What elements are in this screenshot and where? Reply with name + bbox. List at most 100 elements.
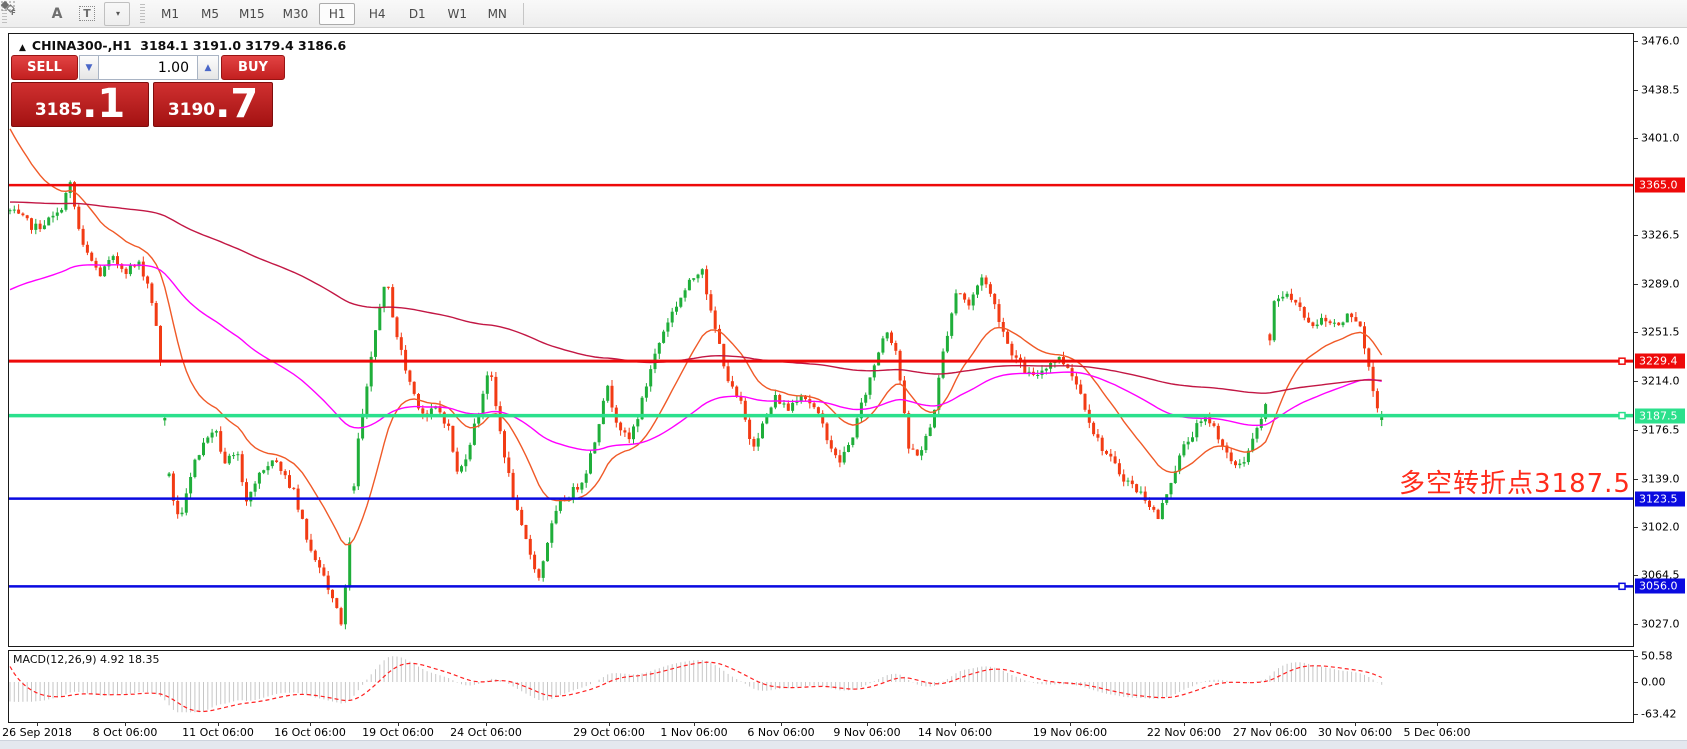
price-tick-mark <box>1634 138 1638 140</box>
timeframe-button-d1[interactable]: D1 <box>408 6 426 21</box>
bottom-scroll-strip[interactable] <box>0 740 1687 749</box>
price-axis[interactable]: 3476.0 3438.5 3401.0 3326.5 3289.0 3251.5 3214… <box>1634 33 1687 723</box>
price-level-badge: 3187.5 <box>1635 408 1685 424</box>
sell-price-fraction: .1 <box>82 81 126 127</box>
time-tick-label: 8 Oct 06:00 <box>92 726 158 739</box>
time-tick-label: 11 Oct 06:00 <box>182 726 254 739</box>
price-tick-label: 3438.5 <box>1641 83 1680 97</box>
time-tick-mark <box>37 722 38 726</box>
price-tick-label: 3251.5 <box>1641 325 1680 339</box>
price-tick-mark <box>1634 623 1638 625</box>
time-tick-label: 24 Oct 06:00 <box>450 726 522 739</box>
time-tick-mark <box>955 722 956 726</box>
price-tick-label: 3027.0 <box>1641 617 1680 631</box>
symbol-timeframe: CHINA300-,H1 <box>31 38 132 53</box>
price-tick-label: 3289.0 <box>1641 277 1680 291</box>
price-tick-label: 3214.0 <box>1641 374 1680 388</box>
timeframe-button-h4[interactable]: H4 <box>368 6 386 21</box>
price-tick-label: 3102.0 <box>1641 520 1680 534</box>
expander-icon[interactable]: ▲ <box>19 43 26 53</box>
time-tick-mark <box>218 722 219 726</box>
toolbar-grip[interactable] <box>2 3 7 24</box>
timeframe-button-group: M1 M5 M15 M30 H1 H4 D1 W1 MN <box>150 2 517 25</box>
fibonacci-icon[interactable]: F <box>1 1 40 26</box>
sell-price-display[interactable]: 3185.1 <box>11 82 149 127</box>
text-label-icon[interactable]: T <box>74 2 100 26</box>
time-tick-label: 1 Nov 06:00 <box>660 726 728 739</box>
volume-decrease-button[interactable]: ▼ <box>79 55 99 80</box>
chart-text-annotation[interactable]: 多空转折点3187.5 <box>1399 469 1631 499</box>
candlestick-chart-canvas[interactable] <box>9 34 1633 646</box>
sell-price-main: 3185 <box>34 99 83 120</box>
main-chart-panel[interactable]: ▲ CHINA300-,H1 3184.1 3191.0 3179.4 3186.… <box>8 33 1634 647</box>
arrow-tools-icon[interactable]: ▾ <box>0 0 130 26</box>
time-tick-mark <box>1270 722 1271 726</box>
timeframe-button-mn[interactable]: MN <box>487 6 507 21</box>
macd-canvas[interactable] <box>9 651 1633 722</box>
price-tick-mark <box>1634 526 1638 528</box>
buy-price-display[interactable]: 3190.7 <box>153 82 273 127</box>
time-axis[interactable]: 26 Sep 2018 8 Oct 06:00 11 Oct 06:00 16 Oct… <box>2 722 1634 740</box>
svg-text:F: F <box>11 9 16 16</box>
time-tick-mark <box>486 722 487 726</box>
buy-price-main: 3190 <box>167 99 216 120</box>
volume-increase-button[interactable]: ▲ <box>197 55 219 80</box>
macd-tick-mark <box>1634 714 1638 715</box>
time-tick-label: 5 Dec 06:00 <box>1403 726 1471 739</box>
time-tick-mark <box>781 722 782 726</box>
price-tick-mark <box>1634 235 1638 237</box>
price-tick-label: 3064.5 <box>1641 568 1680 582</box>
price-tick-label: 3476.0 <box>1641 34 1680 48</box>
time-tick-label: 14 Nov 06:00 <box>917 726 993 739</box>
buy-price-fraction: .7 <box>215 81 259 127</box>
price-tick-mark <box>1634 41 1638 42</box>
time-tick-mark <box>1184 722 1185 726</box>
price-tick-mark <box>1634 89 1638 91</box>
timeframe-button-m15[interactable]: M15 <box>239 6 265 21</box>
macd-tick-label: 0.00 <box>1641 675 1666 689</box>
time-tick-label: 19 Nov 06:00 <box>1032 726 1108 739</box>
macd-indicator-panel[interactable]: MACD(12,26,9) 4.92 18.35 <box>8 650 1634 723</box>
time-tick-label: 9 Nov 06:00 <box>833 726 901 739</box>
timeframe-button-m1[interactable]: M1 <box>161 6 179 21</box>
price-tick-mark <box>1634 332 1638 334</box>
dropdown-caret-icon: ▾ <box>115 9 120 18</box>
time-tick-label: 26 Sep 2018 <box>2 726 72 739</box>
time-tick-mark <box>1070 722 1071 726</box>
time-tick-label: 27 Nov 06:00 <box>1232 726 1308 739</box>
time-tick-mark <box>867 722 868 726</box>
volume-input[interactable] <box>99 55 197 80</box>
price-level-badge: 3123.5 <box>1635 491 1685 507</box>
price-tick-label: 3401.0 <box>1641 131 1680 145</box>
timeframe-button-h1[interactable]: H1 <box>319 2 356 25</box>
time-tick-mark <box>694 722 695 726</box>
time-tick-label: 22 Nov 06:00 <box>1146 726 1222 739</box>
toolbar-separator <box>523 2 525 25</box>
time-tick-label: 6 Nov 06:00 <box>747 726 815 739</box>
buy-button[interactable]: BUY <box>221 55 285 80</box>
macd-tick-label: -63.42 <box>1641 707 1677 721</box>
price-level-badge: 3365.0 <box>1635 177 1685 193</box>
time-tick-label: 19 Oct 06:00 <box>362 726 434 739</box>
time-tick-mark <box>310 722 311 726</box>
macd-tick-label: 50.58 <box>1641 649 1673 663</box>
price-tick-label: 3139.0 <box>1641 472 1680 486</box>
sell-button[interactable]: SELL <box>11 55 78 80</box>
timeframe-button-m30[interactable]: M30 <box>282 6 309 21</box>
price-tick-mark <box>1634 575 1638 577</box>
chart-quote-title: ▲ CHINA300-,H1 3184.1 3191.0 3179.4 3186.… <box>19 38 346 53</box>
time-tick-mark <box>398 722 399 726</box>
timeframe-button-w1[interactable]: W1 <box>447 6 468 21</box>
timeframe-button-m5[interactable]: M5 <box>201 6 219 21</box>
toolbar-grip-2[interactable] <box>140 3 145 24</box>
time-tick-label: 29 Oct 06:00 <box>573 726 645 739</box>
price-tick-mark <box>1634 283 1638 285</box>
price-level-badge: 3229.4 <box>1635 353 1685 369</box>
time-tick-mark <box>609 722 610 726</box>
time-tick-mark <box>1355 722 1356 726</box>
macd-tick-mark <box>1634 682 1638 683</box>
price-tick-label: 3326.5 <box>1641 228 1680 242</box>
text-annotation-icon[interactable]: A <box>51 5 63 22</box>
time-tick-mark <box>1437 722 1438 726</box>
